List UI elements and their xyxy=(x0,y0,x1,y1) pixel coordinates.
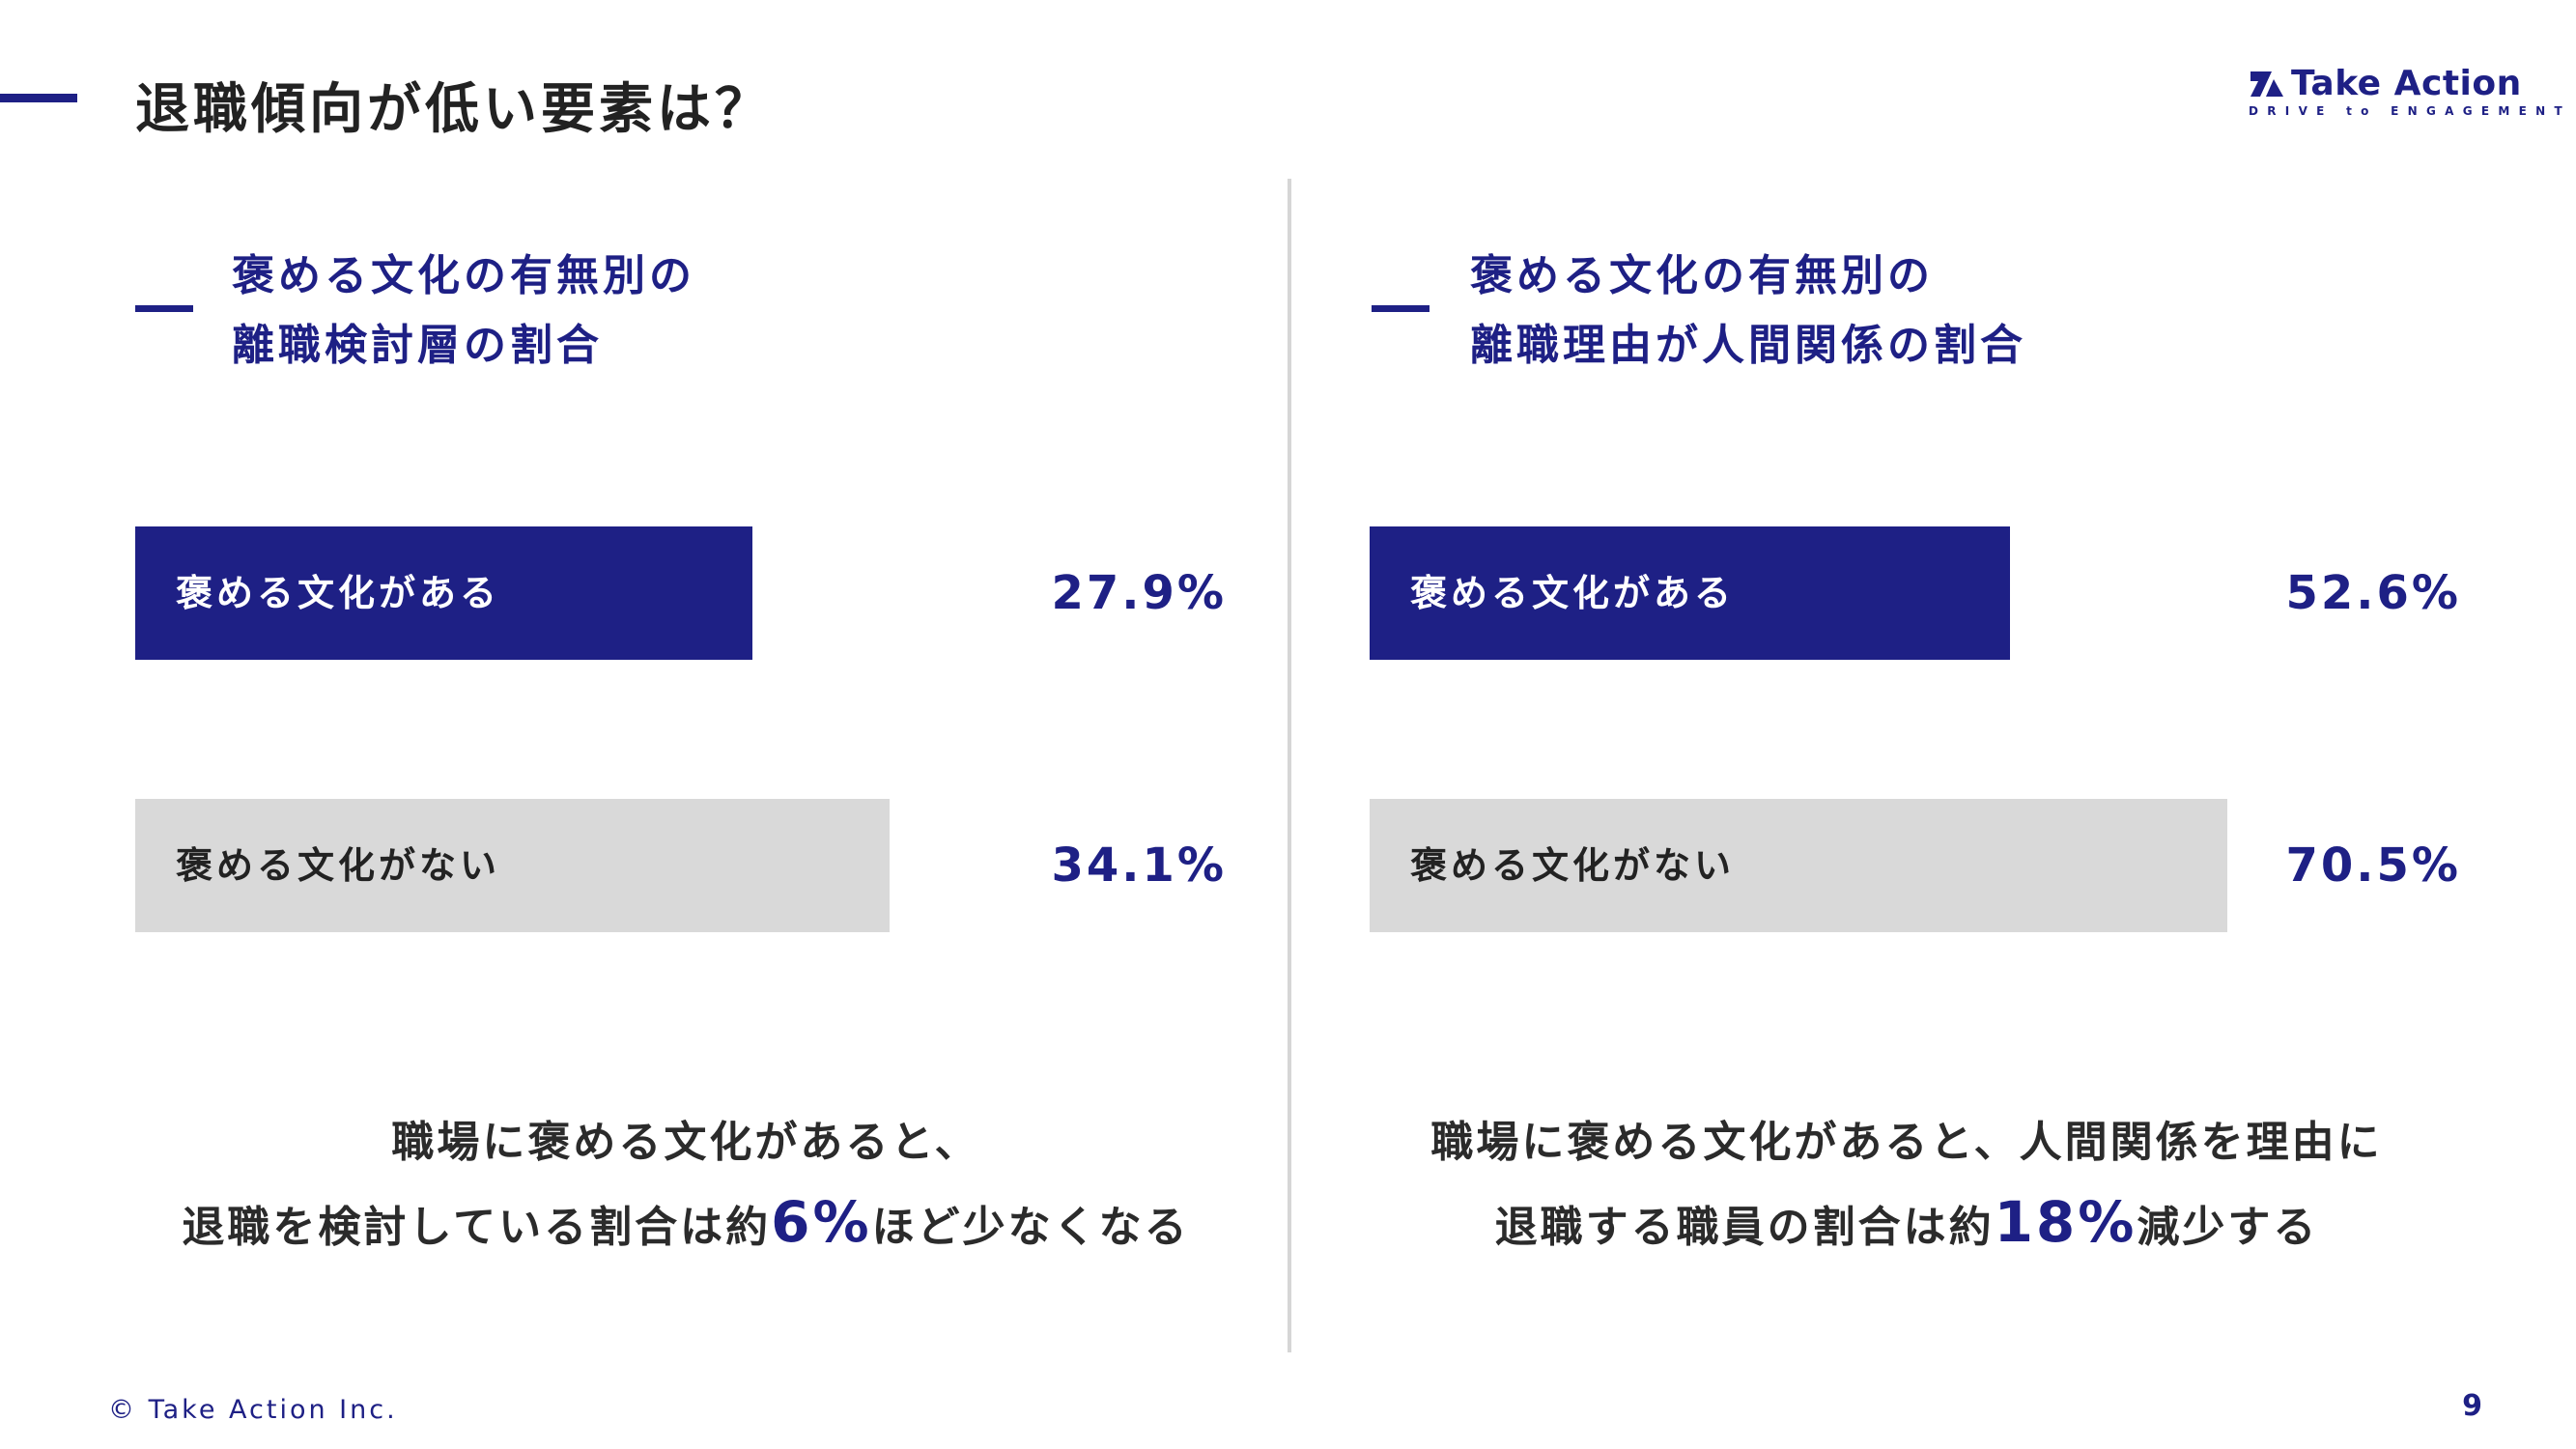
chart-bar: 褒める文化がない xyxy=(1370,799,2227,932)
summary-left-line2-post: ほど少なくなる xyxy=(871,1203,1190,1252)
panel-title-right-line1: 褒める文化の有無別の xyxy=(1470,251,1934,300)
bar-value-label: 34.1% xyxy=(1051,838,1227,893)
summary-left-line2: 退職を検討している割合は約6%ほど少なくなる xyxy=(97,1182,1275,1267)
chart-bar: 褒める文化がある xyxy=(1370,526,2010,660)
bar-value-label: 52.6% xyxy=(2285,566,2461,620)
panel-title-left-line1: 褒める文化の有無別の xyxy=(232,251,695,300)
footer-copyright: © Take Action Inc. xyxy=(108,1395,398,1425)
bar-category-label: 褒める文化がある xyxy=(176,572,501,614)
summary-right-line2-post: 減少する xyxy=(2137,1203,2319,1252)
bar-category-label: 褒める文化がない xyxy=(1410,844,1736,887)
summary-right: 職場に褒める文化があると、人間関係を理由に 退職する職員の割合は約18%減少する xyxy=(1317,1103,2496,1267)
chart-bar: 褒める文化がある xyxy=(135,526,752,660)
panel-title-right-line2: 離職理由が人間関係の割合 xyxy=(1470,321,2026,370)
summary-right-line2: 退職する職員の割合は約18%減少する xyxy=(1317,1182,2496,1267)
summary-left: 職場に褒める文化があると、 退職を検討している割合は約6%ほど少なくなる xyxy=(97,1103,1275,1267)
panel-title-left-line2: 離職検討層の割合 xyxy=(232,321,603,370)
title-accent-line xyxy=(0,94,77,102)
company-logo: Take Action DRIVE to ENGAGEMENT xyxy=(2237,64,2562,122)
panel-title-left: 褒める文化の有無別の 離職検討層の割合 xyxy=(232,242,695,381)
bar-category-label: 褒める文化がある xyxy=(1410,572,1736,614)
page-number: 9 xyxy=(2462,1389,2482,1423)
logo-name: Take Action xyxy=(2291,64,2522,103)
bar-category-label: 褒める文化がない xyxy=(176,844,501,887)
summary-left-highlight: 6% xyxy=(771,1189,872,1255)
panel-title-right: 褒める文化の有無別の 離職理由が人間関係の割合 xyxy=(1470,242,2026,381)
summary-right-highlight: 18% xyxy=(1994,1189,2137,1255)
panel-title-accent-left xyxy=(135,305,193,312)
summary-left-line1: 職場に褒める文化があると、 xyxy=(391,1118,980,1167)
bar-value-label: 70.5% xyxy=(2285,838,2461,893)
chart-bar: 褒める文化がない xyxy=(135,799,890,932)
summary-right-line1: 職場に褒める文化があると、人間関係を理由に xyxy=(1430,1118,2383,1167)
summary-left-line2-pre: 退職を検討している割合は約 xyxy=(182,1203,772,1252)
page-title: 退職傾向が低い要素は？ xyxy=(135,78,773,141)
summary-right-line2-pre: 退職する職員の割合は約 xyxy=(1494,1203,1995,1252)
panel-divider xyxy=(1288,179,1291,1352)
panel-title-accent-right xyxy=(1372,305,1430,312)
bar-value-label: 27.9% xyxy=(1051,566,1227,620)
logo-tagline: DRIVE to ENGAGEMENT xyxy=(2249,104,2571,118)
take-action-logo-icon xyxy=(2250,71,2283,97)
